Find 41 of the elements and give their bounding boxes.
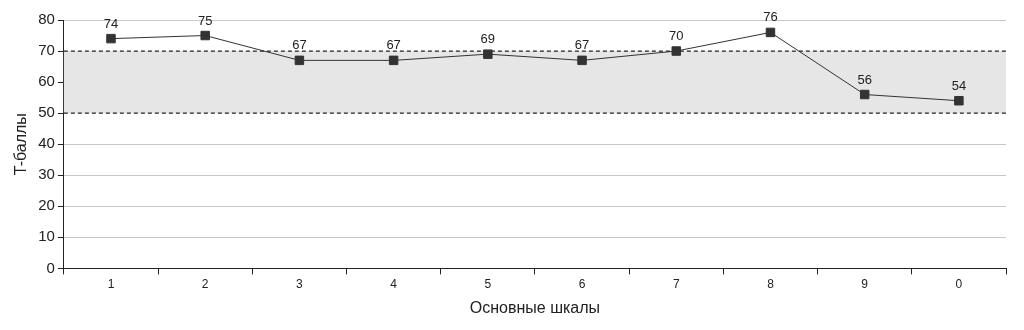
- x-axis-title: Основные шкалы: [469, 298, 601, 316]
- y-tick-label: 10: [38, 227, 55, 245]
- x-tick-label: 4: [390, 276, 398, 291]
- data-label: 67: [574, 37, 590, 53]
- point: [954, 95, 964, 106]
- x-tick-label: 6: [578, 276, 586, 291]
- data-label: 67: [386, 37, 401, 53]
- data-label: 76: [763, 9, 778, 25]
- y-tick-label: 70: [38, 41, 55, 59]
- y-tick-label: 0: [46, 258, 55, 276]
- point: [483, 49, 493, 59]
- y-tick-label: 50: [38, 103, 55, 121]
- point: [200, 30, 210, 41]
- x-tick-label: 2: [201, 276, 209, 291]
- point: [765, 27, 776, 38]
- point: [859, 89, 870, 100]
- point: [106, 33, 116, 44]
- point: [671, 46, 681, 56]
- point: [388, 55, 399, 66]
- data-label: 56: [857, 71, 872, 87]
- x-tick-label: 1: [107, 276, 115, 291]
- data-label: 70: [669, 28, 684, 44]
- point: [577, 55, 587, 66]
- data-label: 54: [951, 77, 967, 93]
- point: [294, 55, 305, 66]
- y-tick-label: 30: [38, 165, 55, 183]
- x-tick-label: 7: [672, 276, 680, 291]
- data-label: 67: [292, 37, 307, 53]
- data-label: 69: [480, 31, 496, 47]
- x-tick-label: 0: [955, 276, 963, 291]
- y-tick-label: 20: [38, 196, 55, 214]
- data-label: 75: [197, 12, 213, 28]
- y-tick-label: 40: [38, 134, 55, 152]
- y-tick-label: 80: [38, 10, 55, 28]
- data-label: 74: [103, 15, 119, 31]
- x-tick-label: 3: [296, 276, 304, 291]
- x-tick-label: 9: [861, 276, 869, 291]
- x-tick-label: 5: [484, 276, 492, 291]
- y-tick-label: 60: [38, 72, 55, 90]
- y-axis-title: T-баллы: [12, 113, 30, 176]
- x-tick-label: 8: [767, 276, 775, 291]
